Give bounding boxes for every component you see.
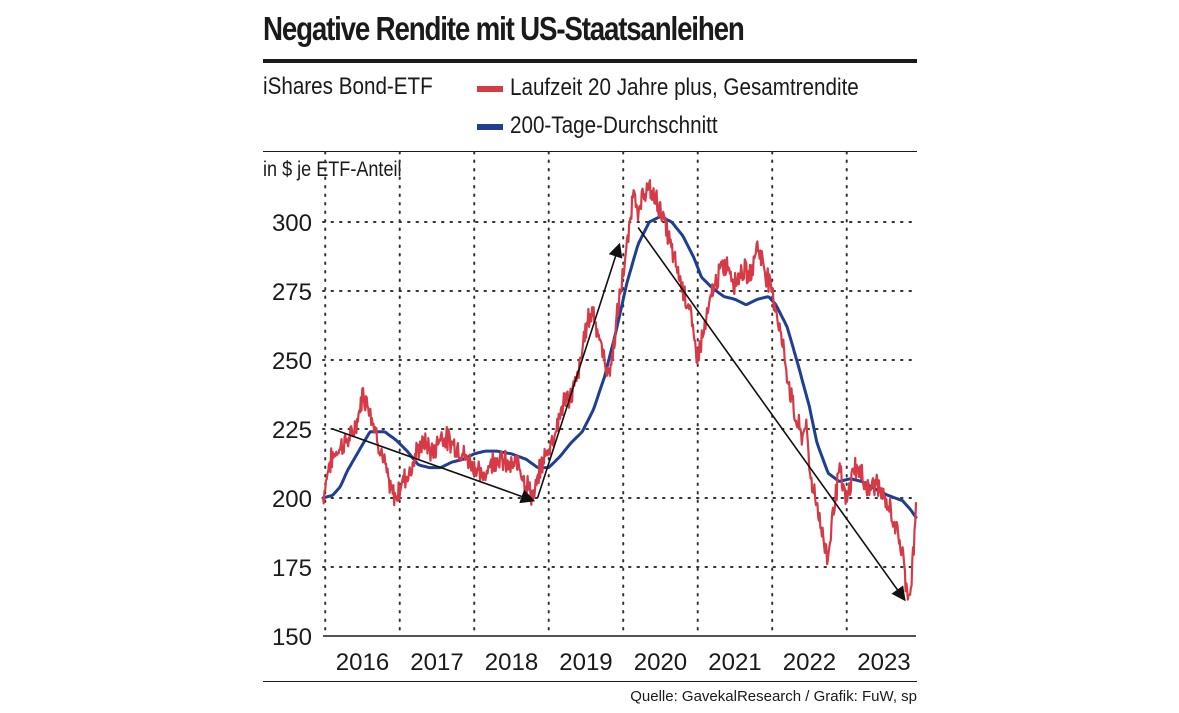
- source-note: Quelle: GavekalResearch / Grafik: FuW, s…: [630, 688, 917, 705]
- y-tick-label-275: 275: [272, 279, 312, 306]
- y-tick-label-175: 175: [272, 555, 312, 582]
- y-tick-label-150: 150: [272, 624, 312, 651]
- x-tick-label-2017: 2017: [410, 649, 463, 676]
- legend-rule: [263, 151, 917, 152]
- legend-label-moving-average: 200-Tage-Durchschnitt: [510, 112, 718, 139]
- y-tick-label-300: 300: [272, 210, 312, 237]
- series-line-total-return: [321, 179, 918, 601]
- x-tick-label-2018: 2018: [485, 649, 538, 676]
- x-tick-label-2022: 2022: [783, 649, 836, 676]
- y-tick-label-250: 250: [272, 348, 312, 375]
- x-tick-label-2020: 2020: [634, 649, 687, 676]
- x-tick-label-2019: 2019: [559, 649, 612, 676]
- y-tick-label-200: 200: [272, 486, 312, 513]
- chart-subtitle: iShares Bond-ETF: [263, 73, 433, 100]
- footer-rule: [263, 681, 917, 682]
- y-tick-label-225: 225: [272, 417, 312, 444]
- chart-title: Negative Rendite mit US-Staatsanleihen: [263, 10, 745, 47]
- trend-arrow-3: [637, 227, 906, 602]
- legend-swatch-blue: [477, 124, 503, 130]
- x-tick-label-2016: 2016: [336, 649, 389, 676]
- series-line-moving-average: [321, 215, 918, 519]
- title-rule: [263, 59, 917, 63]
- trend-arrow-2: [536, 242, 623, 499]
- x-tick-label-2021: 2021: [708, 649, 761, 676]
- legend-swatch-red: [477, 86, 503, 92]
- y-axis-unit-label: in $ je ETF-Anteil: [263, 158, 402, 181]
- x-tick-label-2023: 2023: [857, 649, 910, 676]
- legend-label-total-return: Laufzeit 20 Jahre plus, Gesamtrendite: [510, 74, 859, 101]
- trend-arrow-1: [332, 428, 536, 504]
